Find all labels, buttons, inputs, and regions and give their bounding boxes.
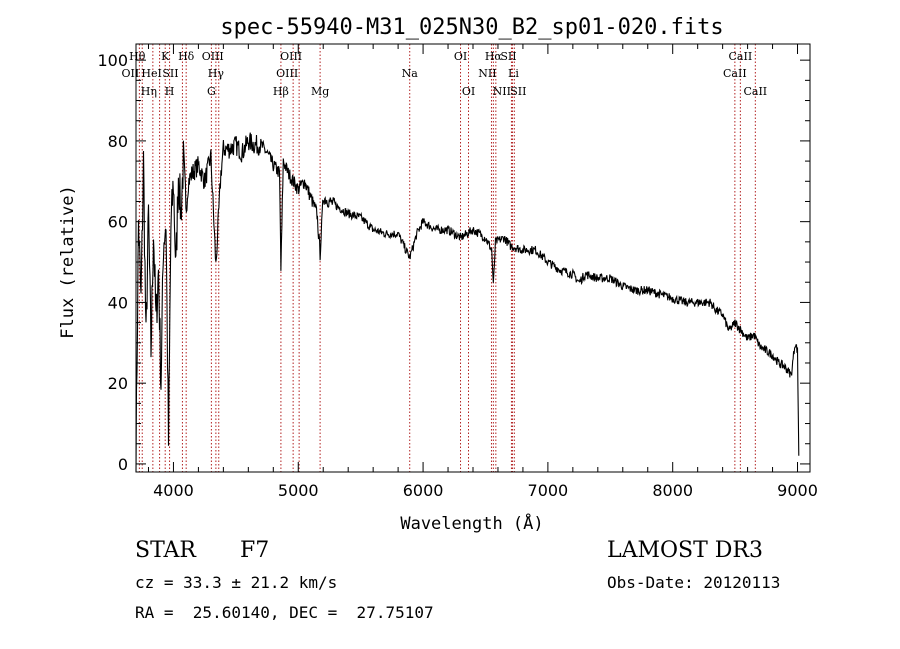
- marker-label-14: Mg: [311, 85, 329, 98]
- spectrum-line: [135, 132, 800, 473]
- y-axis-label: Flux (relative): [58, 185, 78, 339]
- y-tick-label-3: 60: [108, 213, 128, 232]
- x-tick-label-5: 9000: [777, 481, 818, 500]
- x-tick-label-0: 4000: [153, 481, 194, 500]
- marker-label-16: OI: [454, 50, 467, 63]
- marker-label-12: OIII: [276, 67, 298, 80]
- marker-label-21: SII: [500, 50, 516, 63]
- x-axis-ticks: 4000 5000 6000 7000 8000 9000: [147, 44, 818, 500]
- y-axis-ticks: 0 20 40 60 80 100: [97, 51, 810, 474]
- marker-label-2: Hη: [141, 85, 157, 98]
- y-tick-label-1: 20: [108, 374, 128, 393]
- emission-line-labels: OIIHθHηHeIKHSIIHδHγGOIIIHβOIIIOIIIMgNaOI…: [122, 50, 768, 98]
- marker-label-17: OI: [462, 85, 475, 98]
- marker-label-5: H: [165, 85, 175, 98]
- marker-label-6: SII: [162, 67, 178, 80]
- x-axis-label: Wavelength (Å): [400, 512, 543, 534]
- object-subclass: F7: [240, 538, 270, 563]
- plot-frame: [135, 43, 811, 473]
- y-tick-label-4: 80: [108, 132, 128, 151]
- marker-label-26: CaII: [743, 85, 767, 98]
- marker-label-0: OII: [122, 67, 140, 80]
- coordinates-readout: RA = 25.60140, DEC = 27.75107: [135, 603, 434, 622]
- x-tick-label-2: 6000: [403, 481, 444, 500]
- marker-label-7: Hδ: [178, 50, 195, 63]
- y-tick-label-5: 100: [97, 51, 128, 70]
- marker-label-8: Hγ: [208, 67, 225, 80]
- y-tick-label-2: 40: [108, 293, 128, 312]
- marker-label-23: SII: [510, 85, 526, 98]
- marker-label-9: G: [207, 85, 216, 98]
- x-tick-label-1: 5000: [278, 481, 319, 500]
- marker-label-3: HeI: [141, 67, 161, 80]
- redshift-readout: cz = 33.3 ± 21.2 km/s: [135, 573, 338, 592]
- x-tick-label-4: 8000: [652, 481, 693, 500]
- marker-label-18: NII: [478, 67, 496, 80]
- object-class: STAR: [135, 538, 196, 563]
- marker-label-4: K: [161, 50, 170, 63]
- marker-label-10: OIII: [202, 50, 224, 63]
- x-tick-label-3: 7000: [528, 481, 569, 500]
- marker-label-15: Na: [402, 67, 419, 80]
- emission-line-markers: [138, 44, 756, 472]
- marker-label-20: NII: [493, 85, 511, 98]
- marker-label-22: Li: [508, 67, 519, 80]
- marker-label-11: Hβ: [273, 85, 289, 98]
- chart-title: spec-55940-M31_025N30_B2_sp01-020.fits: [220, 15, 723, 40]
- marker-label-1: Hθ: [129, 50, 146, 63]
- marker-label-19: Hα: [485, 50, 503, 63]
- y-tick-label-0: 0: [118, 455, 128, 474]
- marker-label-25: CaII: [729, 50, 753, 63]
- survey-name: LAMOST DR3: [607, 538, 763, 563]
- marker-label-13: OIII: [280, 50, 302, 63]
- marker-label-24: CaII: [723, 67, 747, 80]
- observation-date: Obs-Date: 20120113: [607, 573, 781, 592]
